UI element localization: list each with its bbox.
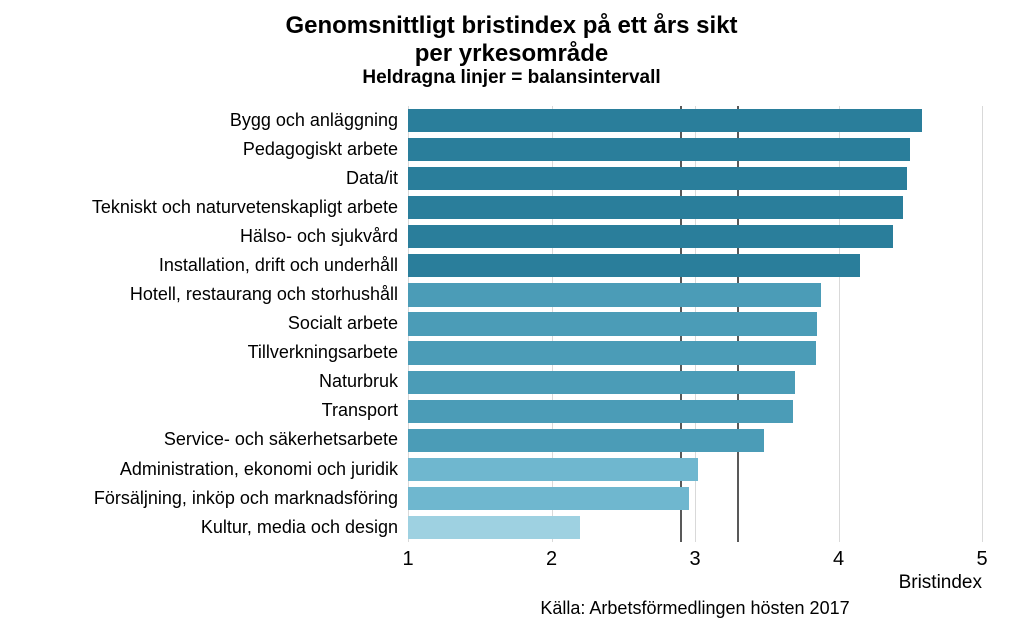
chart-titles: Genomsnittligt bristindex på ett års sik…: [0, 12, 1023, 89]
category-label: Kultur, media och design: [201, 517, 398, 539]
category-label: Socialt arbete: [288, 313, 398, 335]
chart-title-line1: Genomsnittligt bristindex på ett års sik…: [0, 12, 1023, 40]
bar: [408, 429, 764, 452]
y-axis-labels: Bygg och anläggning Pedagogiskt arbete Dat…: [0, 106, 398, 542]
bar: [408, 312, 817, 335]
category-label: Pedagogiskt arbete: [243, 139, 398, 161]
bar: [408, 109, 922, 132]
bar: [408, 458, 698, 481]
category-label: Bygg och anläggning: [230, 110, 398, 132]
x-tick-label: 2: [546, 548, 557, 571]
category-label: Transport: [322, 400, 398, 422]
gridline: [982, 106, 983, 542]
category-label: Tillverkningsarbete: [248, 342, 398, 364]
bar: [408, 516, 580, 539]
plot-area: [408, 106, 982, 542]
bar: [408, 371, 795, 394]
category-label: Försäljning, inköp och marknadsföring: [94, 488, 398, 510]
bar: [408, 225, 893, 248]
category-label: Service- och säkerhetsarbete: [164, 429, 398, 451]
x-tick-label: 1: [402, 548, 413, 571]
bar: [408, 283, 821, 306]
bar: [408, 167, 907, 190]
chart-source: Källa: Arbetsförmedlingen hösten 2017: [408, 598, 982, 619]
plot-canvas: [408, 106, 982, 542]
bar: [408, 138, 910, 161]
category-label: Naturbruk: [319, 371, 398, 393]
x-tick-label: 3: [689, 548, 700, 571]
category-label: Hotell, restaurang och storhushåll: [130, 284, 398, 306]
x-tick-label: 5: [976, 548, 987, 571]
chart-subtitle: Heldragna linjer = balansintervall: [0, 67, 1023, 89]
bar: [408, 341, 816, 364]
x-tick-label: 4: [833, 548, 844, 571]
category-label: Tekniskt och naturvetenskapligt arbete: [92, 197, 398, 219]
x-axis-title: Bristindex: [408, 572, 982, 594]
bar: [408, 196, 903, 219]
chart-root: Genomsnittligt bristindex på ett års sik…: [0, 0, 1023, 627]
x-axis-ticks: 12345: [408, 548, 982, 572]
category-label: Data/it: [346, 168, 398, 190]
bar: [408, 487, 689, 510]
bar: [408, 400, 793, 423]
category-label: Administration, ekonomi och juridik: [120, 459, 398, 481]
bar: [408, 254, 860, 277]
chart-title-line2: per yrkesområde: [0, 40, 1023, 68]
category-label: Installation, drift och underhåll: [159, 255, 398, 277]
category-label: Hälso- och sjukvård: [240, 226, 398, 248]
